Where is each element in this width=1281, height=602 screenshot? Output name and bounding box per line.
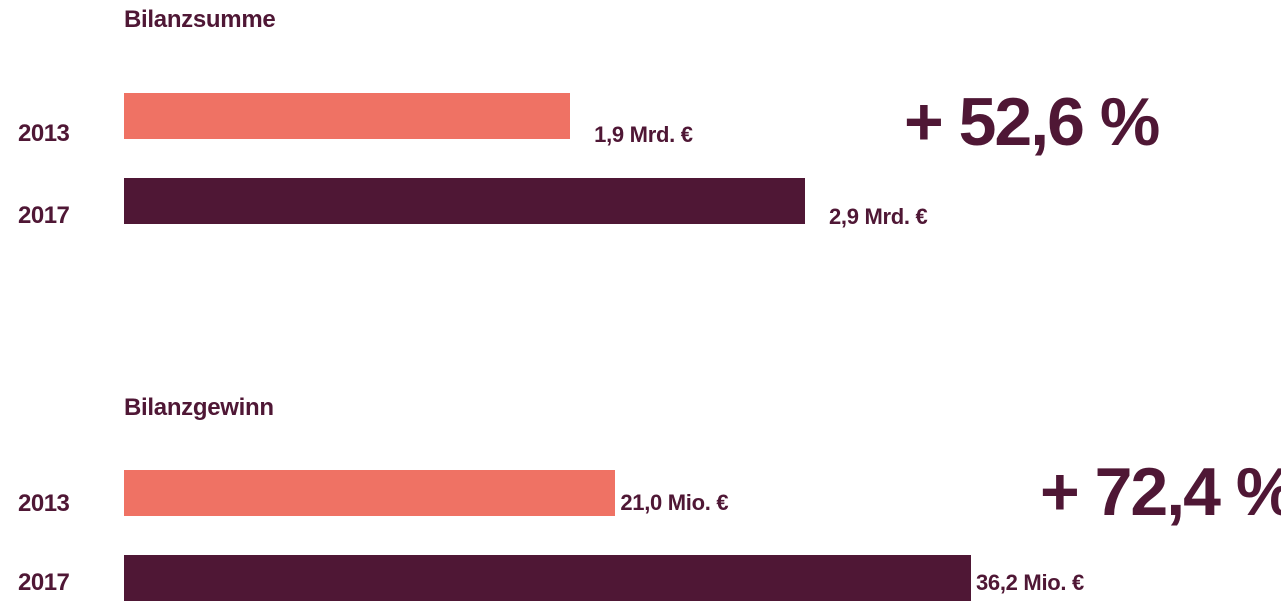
year-label-2017: 2017 (18, 569, 70, 596)
bar-2013 (124, 93, 571, 139)
value-label-2017: 2,9 Mrd. € (829, 204, 928, 229)
change-label: + 72,4 % (1040, 454, 1281, 530)
year-label-2013: 2013 (18, 490, 70, 517)
bar-2013 (124, 470, 616, 516)
value-label-2013: 1,9 Mrd. € (594, 122, 693, 147)
chart-bilanzsumme: Bilanzsumme 2013 1,9 Mrd. € 2017 2,9 Mrd… (0, 0, 1281, 260)
bar-2017 (124, 555, 971, 601)
value-label-2013: 21,0 Mio. € (620, 490, 729, 515)
chart-title: Bilanzsumme (124, 6, 276, 33)
bar-2017 (124, 178, 805, 224)
chart-title: Bilanzgewinn (124, 394, 274, 421)
year-label-2013: 2013 (18, 120, 70, 147)
year-label-2017: 2017 (18, 202, 70, 229)
change-label: + 52,6 % (904, 84, 1160, 160)
chart-bilanzgewinn: Bilanzgewinn 2013 21,0 Mio. € 2017 36,2 … (0, 380, 1281, 602)
value-label-2017: 36,2 Mio. € (976, 570, 1084, 595)
